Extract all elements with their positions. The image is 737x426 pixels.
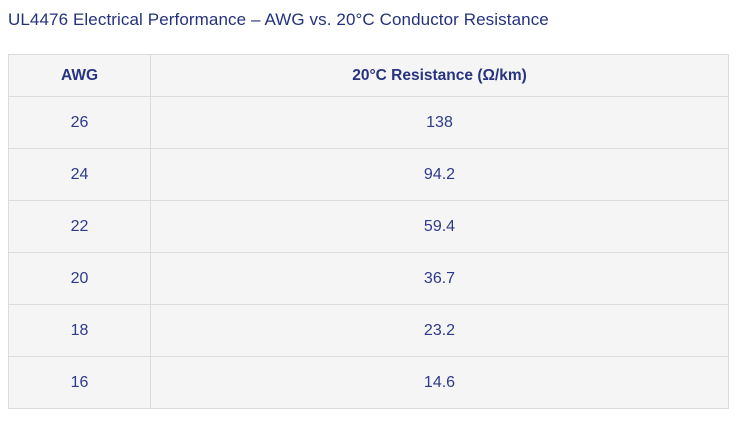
table-row: 26 138 bbox=[8, 96, 729, 149]
table-row: 16 14.6 bbox=[8, 356, 729, 409]
awg-cell: 24 bbox=[8, 148, 151, 201]
awg-cell: 22 bbox=[8, 200, 151, 253]
resistance-cell: 94.2 bbox=[150, 148, 729, 201]
awg-cell: 16 bbox=[8, 356, 151, 409]
page-title: UL4476 Electrical Performance – AWG vs. … bbox=[8, 10, 549, 29]
resistance-table: AWG 20°C Resistance (Ω/km) 26 138 24 94.… bbox=[8, 54, 729, 409]
table-row: 22 59.4 bbox=[8, 200, 729, 253]
column-header-resistance: 20°C Resistance (Ω/km) bbox=[150, 54, 729, 97]
resistance-cell: 59.4 bbox=[150, 200, 729, 253]
resistance-cell: 138 bbox=[150, 96, 729, 149]
table-body: 26 138 24 94.2 22 59.4 20 36.7 18 23.2 1… bbox=[8, 96, 729, 409]
table-header: AWG 20°C Resistance (Ω/km) bbox=[8, 54, 729, 97]
awg-cell: 20 bbox=[8, 252, 151, 305]
resistance-cell: 23.2 bbox=[150, 304, 729, 357]
table-row: 24 94.2 bbox=[8, 148, 729, 201]
resistance-cell: 14.6 bbox=[150, 356, 729, 409]
header-row: AWG 20°C Resistance (Ω/km) bbox=[8, 54, 729, 97]
column-header-awg: AWG bbox=[8, 54, 151, 97]
page: UL4476 Electrical Performance – AWG vs. … bbox=[8, 10, 729, 409]
awg-cell: 18 bbox=[8, 304, 151, 357]
resistance-cell: 36.7 bbox=[150, 252, 729, 305]
table-row: 18 23.2 bbox=[8, 304, 729, 357]
table-row: 20 36.7 bbox=[8, 252, 729, 305]
awg-cell: 26 bbox=[8, 96, 151, 149]
